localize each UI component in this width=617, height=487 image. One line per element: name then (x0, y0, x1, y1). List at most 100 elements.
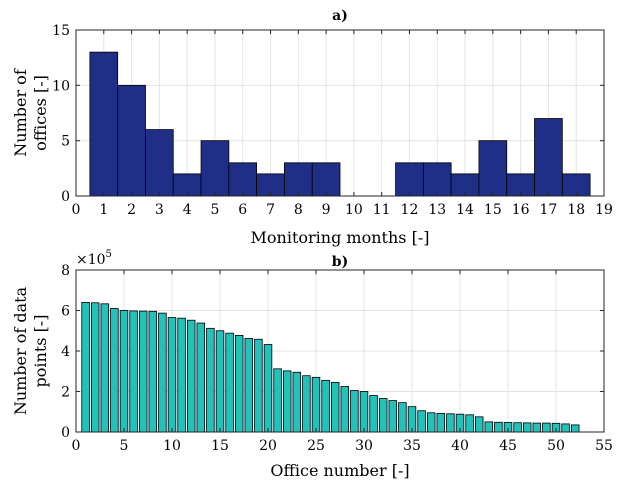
subplot-b-bar (513, 422, 522, 433)
subplot-a-xtick-label: 17 (540, 202, 558, 218)
subplot-a-xtick-label: 12 (401, 202, 419, 218)
subplot-a-xtick-label: 3 (155, 202, 164, 218)
subplot-a-xtick-label: 9 (322, 202, 331, 218)
subplot-b-xlabel: Office number [-] (270, 461, 409, 480)
subplot-b-bar (570, 424, 580, 433)
subplot-b-bar (302, 375, 311, 433)
subplot-b-bar (263, 344, 273, 433)
subplot-b-bar (129, 310, 138, 433)
subplot-b-bar (446, 413, 455, 433)
subplot-b-bar (388, 400, 398, 433)
subplot-a-xtick-label: 18 (567, 202, 585, 218)
subplot-b-xtick-label: 55 (595, 438, 613, 454)
subplot-b-title: b) (332, 254, 348, 270)
subplot-b-bar (90, 302, 100, 433)
subplot-a-bar (422, 162, 452, 197)
subplot-b-xtick-label: 0 (72, 438, 81, 454)
subplot-b-bar (340, 386, 350, 433)
subplot-a-frame (75, 29, 605, 197)
subplot-b-bar (100, 303, 110, 433)
subplot-a-xtick-label: 4 (183, 202, 192, 218)
subplot-b-bar (234, 335, 244, 433)
subplot-b-bar (254, 338, 263, 433)
subplot-b-bar (474, 416, 484, 433)
subplot-a-ylabel-line-2: offices [-] (31, 75, 50, 151)
subplot-a-xtick-label: 10 (345, 202, 363, 218)
subplot-a-xlabel: Monitoring months [-] (251, 228, 430, 247)
subplot-b-bar (138, 310, 148, 433)
subplot-b-xtick-label: 10 (163, 438, 181, 454)
subplot-a-bar (117, 84, 146, 197)
subplot-b-bar (465, 414, 474, 433)
subplot-a-xtick-label: 11 (373, 202, 391, 218)
subplot-b-bar (330, 381, 340, 433)
subplot-a-xtick-label: 15 (484, 202, 502, 218)
subplot-a-bar (228, 162, 258, 197)
subplot-b-bar (561, 423, 570, 433)
subplot-b-bar (417, 410, 426, 433)
subplot-a-bar (311, 162, 341, 197)
subplot-b-bar (350, 390, 359, 433)
subplot-b-bar (494, 421, 503, 433)
subplot-b-bar (311, 376, 321, 433)
subplot-b-bar (81, 301, 90, 433)
subplot-b-bar (378, 398, 388, 433)
subplot-a-xtick-label: 16 (512, 202, 530, 218)
subplot-a-ylabel-line-1: Number of (11, 68, 30, 157)
subplot-b-bar (282, 370, 292, 433)
subplot-a-xtick-label: 0 (72, 202, 81, 218)
subplot-b-bar (532, 422, 542, 433)
subplot-b-bar (436, 412, 446, 433)
subplot-a-xtick-label: 5 (210, 202, 219, 218)
subplot-a-xtick-label: 6 (238, 202, 247, 218)
subplot-b-xtick-label: 50 (547, 438, 565, 454)
subplot-b-bar (292, 371, 302, 433)
subplot-b-bar (244, 338, 254, 433)
subplot-b-bar (426, 412, 436, 433)
subplot-b-xtick-label: 30 (355, 438, 373, 454)
subplot-b-ylabel-line-2: points [-] (31, 315, 50, 388)
subplot-b-bar (522, 422, 532, 433)
subplot-a-bar (395, 162, 424, 197)
subplot-b-bar (196, 322, 206, 433)
subplot-a-xtick-label: 1 (99, 202, 108, 218)
subplot-a-ytick-label: 15 (52, 23, 70, 39)
subplot-a-xtick-label: 2 (127, 202, 136, 218)
subplot-b-bar (484, 421, 494, 433)
subplot-b-xtick-label: 5 (120, 438, 129, 454)
subplot-a-xtick-label: 19 (595, 202, 613, 218)
subplot-a-xtick-label: 7 (266, 202, 275, 218)
subplot-a-ytick-label: 5 (61, 134, 70, 150)
subplot-a-ytick-label: 10 (52, 78, 70, 94)
subplot-b-y-multiplier-base: ×10 (76, 252, 106, 268)
subplot-b-bar (158, 312, 167, 433)
subplot-b-y-multiplier: ×105 (76, 249, 112, 268)
subplot-a-bar (200, 140, 230, 197)
subplot-b-xtick-label: 25 (307, 438, 325, 454)
subplot-b-ylabel-line-1: Number of data (11, 286, 30, 415)
subplot-a-bar (145, 129, 174, 197)
subplot-b-ytick-label: 4 (61, 344, 70, 360)
subplot-b-y-multiplier-exp: 5 (106, 249, 112, 260)
subplot-b-bar (215, 330, 225, 433)
subplot-b-bar (167, 317, 177, 433)
subplot-b-xtick-label: 45 (499, 438, 517, 454)
subplot-b-bar (206, 327, 215, 433)
subplot-b-bar (273, 368, 282, 433)
subplot-a-bar (89, 51, 119, 197)
subplot-b-ytick-label: 2 (61, 385, 70, 401)
subplot-b-ytick-label: 8 (61, 263, 70, 279)
subplot-b-xtick-label: 40 (451, 438, 469, 454)
subplot-b-xtick-label: 35 (403, 438, 421, 454)
subplot-b-bar (359, 391, 369, 433)
subplot-b-xtick-label: 15 (211, 438, 229, 454)
subplot-b-bar (225, 332, 234, 433)
subplot-b-bar (148, 310, 158, 433)
subplot-b-bar (110, 308, 119, 433)
subplot-a-bar (534, 118, 563, 197)
subplot-a-xtick-label: 14 (456, 202, 474, 218)
subplot-b-bar (119, 310, 129, 433)
